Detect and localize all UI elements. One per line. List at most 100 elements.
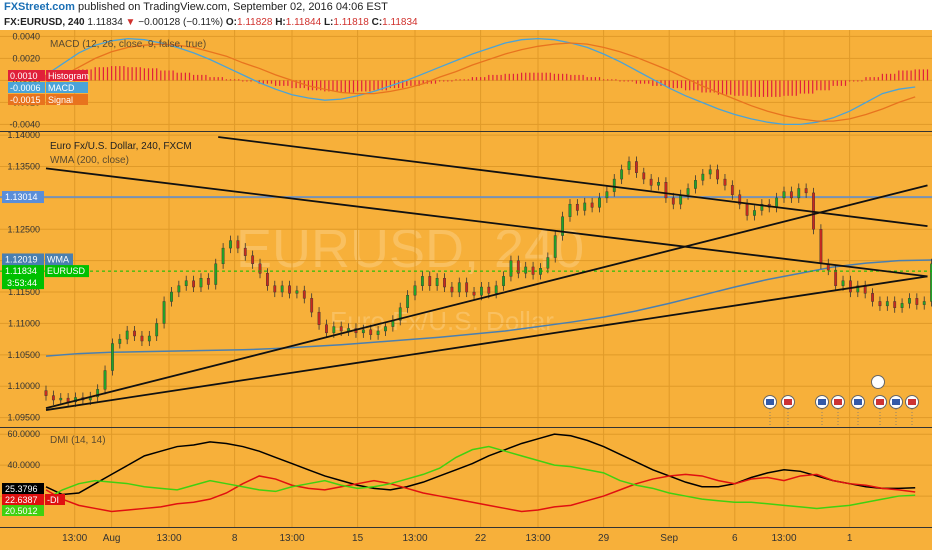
candle-body[interactable] — [317, 311, 321, 325]
candle-body[interactable] — [361, 329, 365, 334]
candle-body[interactable] — [782, 191, 786, 199]
candle-body[interactable] — [642, 172, 646, 180]
candle-body[interactable] — [568, 203, 572, 217]
candle-body[interactable] — [398, 307, 402, 321]
candle-body[interactable] — [162, 301, 166, 324]
candle-body[interactable] — [753, 210, 756, 216]
candle-body[interactable] — [723, 178, 727, 186]
candle-body[interactable] — [885, 301, 889, 307]
candle-body[interactable] — [339, 326, 343, 332]
candle-body[interactable] — [177, 285, 181, 293]
candle-body[interactable] — [472, 291, 476, 296]
candle-body[interactable] — [804, 188, 808, 194]
candle-body[interactable] — [856, 285, 860, 293]
candle-body[interactable] — [280, 285, 284, 293]
candle-body[interactable] — [266, 273, 269, 286]
candle-body[interactable] — [730, 185, 734, 195]
wma-line[interactable] — [45, 259, 932, 357]
candle-body[interactable] — [819, 229, 823, 265]
candle-body[interactable] — [598, 197, 601, 208]
candle-body[interactable] — [524, 266, 528, 274]
candle-body[interactable] — [694, 180, 697, 189]
candle-body[interactable] — [133, 330, 136, 337]
candle-body[interactable] — [716, 169, 719, 180]
candle-body[interactable] — [140, 335, 144, 342]
candle-body[interactable] — [775, 197, 779, 208]
candle-body[interactable] — [664, 182, 668, 199]
candle-body[interactable] — [834, 269, 838, 286]
candle-body[interactable] — [900, 303, 904, 308]
candle-body[interactable] — [849, 280, 852, 293]
candle-body[interactable] — [192, 280, 195, 288]
candle-body[interactable] — [376, 330, 380, 335]
candle-body[interactable] — [701, 173, 705, 181]
candle-body[interactable] — [922, 301, 926, 305]
candle-body[interactable] — [243, 247, 247, 256]
candle-body[interactable] — [480, 286, 483, 296]
candle-body[interactable] — [789, 191, 793, 199]
trend-line[interactable] — [45, 184, 928, 410]
macd-line[interactable] — [45, 37, 916, 126]
candle-body[interactable] — [199, 278, 203, 288]
candle-body[interactable] — [465, 282, 469, 293]
candle-body[interactable] — [59, 397, 63, 401]
candle-body[interactable] — [221, 247, 225, 265]
candle-body[interactable] — [96, 389, 100, 398]
candle-body[interactable] — [531, 266, 535, 275]
candle-body[interactable] — [111, 343, 114, 371]
calendar-event-icon[interactable] — [871, 375, 885, 389]
candle-body[interactable] — [332, 326, 336, 334]
candle-body[interactable] — [915, 298, 919, 305]
candle-body[interactable] — [413, 285, 417, 296]
candle-body[interactable] — [863, 285, 867, 294]
candle-body[interactable] — [686, 188, 690, 195]
candle-body[interactable] — [502, 276, 505, 286]
candle-body[interactable] — [612, 178, 616, 192]
candle-body[interactable] — [487, 286, 491, 294]
candle-body[interactable] — [258, 263, 262, 274]
candle-body[interactable] — [797, 188, 801, 199]
candle-body[interactable] — [871, 293, 874, 302]
candle-body[interactable] — [671, 197, 675, 205]
candle-body[interactable] — [103, 370, 107, 390]
candle-body[interactable] — [125, 330, 129, 340]
candle-body[interactable] — [546, 257, 550, 269]
trend-line[interactable] — [218, 136, 928, 228]
candle-body[interactable] — [605, 191, 609, 199]
candle-body[interactable] — [435, 278, 439, 286]
candle-body[interactable] — [443, 278, 446, 288]
candle-body[interactable] — [214, 263, 218, 285]
candle-body[interactable] — [155, 323, 159, 337]
candle-body[interactable] — [295, 290, 299, 294]
candle-body[interactable] — [206, 278, 210, 285]
candle-body[interactable] — [679, 194, 683, 205]
time-axis[interactable]: 13:00 Aug 13:00 8 13:00 15 13:00 22 13:00 29 Sep 6 1… — [0, 527, 932, 545]
candle-body[interactable] — [147, 335, 151, 342]
candle-body[interactable] — [878, 301, 882, 307]
candle-body[interactable] — [310, 298, 314, 313]
candle-body[interactable] — [649, 178, 653, 186]
candle-body[interactable] — [494, 285, 498, 294]
trend-line[interactable] — [45, 167, 928, 278]
tradingview-chart[interactable]: EURUSD, 240 Euro Fx/U.S. Dollar 0.00400.… — [0, 30, 932, 550]
candle-body[interactable] — [553, 235, 557, 258]
candle-body[interactable] — [745, 203, 749, 216]
candle-body[interactable] — [841, 280, 845, 286]
candle-body[interactable] — [620, 169, 624, 180]
candle-body[interactable] — [118, 338, 122, 344]
candle-body[interactable] — [575, 203, 579, 211]
candle-body[interactable] — [627, 161, 631, 170]
candle-body[interactable] — [583, 202, 587, 211]
trend-line[interactable] — [45, 275, 928, 411]
candle-body[interactable] — [760, 203, 764, 211]
dmi-pane[interactable]: 60.000040.000020.000025.379622.638720.50… — [2, 429, 916, 516]
candle-body[interactable] — [908, 298, 911, 304]
candle-body[interactable] — [288, 285, 291, 294]
candle-body[interactable] — [561, 216, 565, 236]
dmi-plusdi-line[interactable] — [45, 445, 916, 510]
candle-body[interactable] — [236, 240, 240, 249]
candle-body[interactable] — [51, 395, 55, 401]
macd-pane[interactable]: 0.00400.00200.0000-0.0020-0.00400.0010Hi… — [8, 31, 929, 129]
candle-body[interactable] — [369, 329, 373, 335]
candle-body[interactable] — [590, 202, 594, 208]
